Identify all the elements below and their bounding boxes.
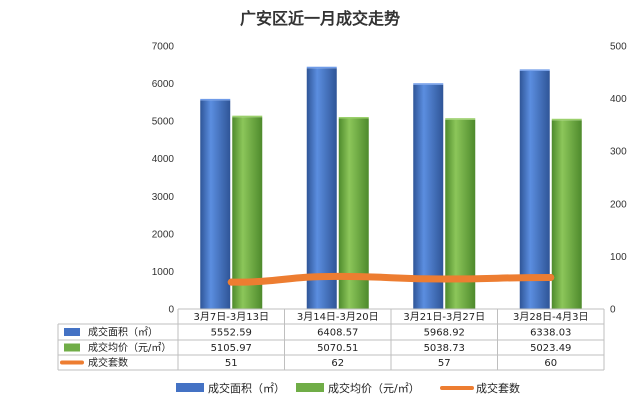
legend-swatch [296,383,324,392]
table-cell-value: 6408.57 [317,328,358,339]
line-point [334,272,342,280]
table-series-name: 成交套数 [88,356,128,369]
table-cell-value: 5070.51 [317,343,358,354]
legend-label: 成交面积（㎡） [208,381,285,395]
category-label: 3月28日-4月3日 [513,311,588,323]
y-right-tick-label: 200 [610,199,627,210]
legend-label: 成交套数 [476,381,520,395]
category-label: 3月14日-3月20日 [297,311,379,323]
bar-area [519,70,550,309]
table-cell-value: 60 [544,358,557,369]
line-point [440,275,448,283]
y-right-tick-label: 100 [610,252,627,263]
y-right-tick-label: 300 [610,147,627,158]
table-cell-value: 5552.59 [211,328,252,339]
y-right-tick-label: 400 [610,94,627,105]
bar-area [413,84,444,309]
line-point [547,273,555,281]
category-label: 3月21日-3月27日 [403,311,485,323]
table-cell-value: 51 [225,358,238,369]
data-table: 3月7日-3月13日 3月14日-3月20日 3月21日-3月27日 3月28日-4月… [57,308,605,371]
y-left-tick-label: 4000 [152,154,175,165]
legend: 成交面积（㎡） 成交均价（元/㎡） 成交套数 [176,381,520,395]
table-cell-value: 5038.73 [424,343,465,354]
table-legend-swatch [64,328,80,336]
line-units [227,272,555,286]
table-cell-value: 5023.49 [530,343,571,354]
table-cell-value: 6338.03 [530,328,571,339]
y-left-tick-label: 7000 [152,42,175,53]
category-label: 3月7日-3月13日 [194,311,269,323]
legend-swatch [176,383,204,392]
y-left-tick-label: 3000 [152,192,175,203]
table-legend-swatch [64,343,80,352]
bar-area [306,68,337,309]
table-series-name: 成交面积（㎡） [88,326,158,339]
table-series-name: 成交均价（元/㎡） [88,341,171,354]
table-cell-value: 62 [331,358,344,369]
bar-top-edge [445,118,476,120]
bar-top-edge [413,83,444,85]
bar-top-edge [338,116,369,119]
y-right-tick-label: 0 [610,305,616,316]
bar-top-edge [200,98,231,101]
y-left-tick-label: 5000 [152,117,175,128]
bar-price [338,118,369,309]
bar-top-edge [306,66,337,69]
bar-top-edge [551,118,582,121]
bar-top-edge [519,69,550,71]
line-point [227,278,235,286]
bar-area [200,100,231,310]
y-left-tick-label: 1000 [152,267,175,278]
table-cell-value: 57 [438,358,451,369]
y-left-tick-label: 2000 [152,229,175,240]
table-cell-value: 5968.92 [424,328,465,339]
bar-top-edge [232,115,263,118]
y-right-tick-label: 500 [610,42,627,53]
bar-price [551,120,582,309]
y-left-tick-label: 6000 [152,79,175,90]
chart-title: 广安区近一月成交走势 [240,9,400,28]
plot-area: 0 1000 2000 3000 4000 5000 6000 7000 0 100 200 300 4… [152,42,627,316]
bar-price [232,117,263,310]
table-cell-value: 5105.97 [211,343,252,354]
legend-label: 成交均价（元/㎡） [328,381,420,395]
y-left-tick-label: 0 [168,305,174,316]
